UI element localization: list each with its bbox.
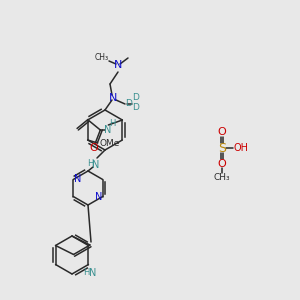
Text: N: N (103, 125, 111, 135)
Text: D: D (126, 98, 132, 107)
Text: H: H (109, 119, 116, 128)
Text: D: D (133, 94, 140, 103)
Text: H: H (87, 160, 93, 169)
Text: O: O (218, 159, 226, 169)
Text: N: N (95, 193, 102, 202)
Text: N: N (109, 93, 117, 103)
Text: H: H (83, 268, 90, 277)
Text: N: N (92, 160, 100, 170)
Text: OMe: OMe (100, 139, 120, 148)
Text: O: O (218, 127, 226, 137)
Text: CH₃: CH₃ (95, 52, 109, 62)
Text: O: O (89, 143, 98, 153)
Text: S: S (218, 142, 226, 154)
Text: CH₃: CH₃ (214, 173, 230, 182)
Text: N: N (89, 268, 96, 278)
Text: N: N (114, 60, 122, 70)
Text: N: N (74, 173, 81, 184)
Text: D: D (133, 103, 140, 112)
Text: OH: OH (233, 143, 248, 153)
